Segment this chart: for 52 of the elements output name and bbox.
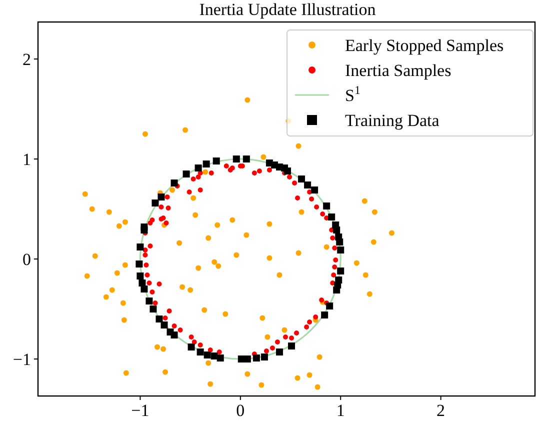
point bbox=[326, 302, 334, 310]
point bbox=[188, 344, 195, 350]
point bbox=[276, 348, 283, 356]
point bbox=[170, 180, 178, 186]
legend-label: Early Stopped Samples bbox=[345, 36, 504, 55]
chart-title: Inertia Update Illustration bbox=[199, 0, 376, 19]
legend-label: Inertia Samples bbox=[345, 61, 452, 80]
x-tick-label: 1 bbox=[336, 401, 345, 420]
legend-label: Training Data bbox=[345, 111, 440, 130]
point bbox=[260, 354, 268, 360]
point bbox=[284, 168, 291, 174]
point bbox=[323, 202, 330, 210]
x-tick-label: 0 bbox=[236, 401, 245, 420]
point bbox=[337, 246, 344, 254]
point bbox=[146, 298, 153, 304]
point bbox=[136, 244, 144, 250]
point bbox=[242, 156, 250, 162]
y-tick-label: 1 bbox=[22, 150, 31, 169]
point bbox=[238, 356, 245, 362]
point bbox=[140, 224, 148, 230]
point bbox=[150, 306, 157, 312]
point bbox=[298, 176, 306, 182]
y-tick-label: 2 bbox=[22, 50, 31, 69]
point bbox=[337, 268, 344, 274]
point bbox=[321, 312, 328, 318]
point bbox=[204, 352, 211, 358]
y-tick-label: 0 bbox=[22, 250, 31, 269]
point bbox=[210, 352, 218, 360]
point bbox=[194, 164, 202, 172]
point bbox=[166, 328, 174, 336]
point bbox=[160, 322, 168, 328]
x-tick-label: 2 bbox=[436, 401, 446, 420]
point bbox=[158, 194, 165, 200]
point bbox=[152, 200, 159, 206]
point bbox=[136, 272, 144, 280]
point bbox=[136, 260, 143, 268]
point bbox=[232, 156, 240, 162]
point bbox=[336, 238, 344, 246]
point bbox=[288, 342, 296, 350]
point bbox=[304, 182, 312, 188]
y-tick-label: −1 bbox=[12, 350, 31, 369]
x-tick-label: −1 bbox=[131, 401, 150, 420]
point bbox=[196, 348, 204, 356]
point bbox=[156, 316, 163, 322]
point bbox=[212, 158, 220, 164]
point bbox=[328, 214, 336, 220]
point bbox=[252, 354, 260, 362]
point bbox=[333, 286, 340, 294]
annotation: S$^{1}$ bbox=[345, 83, 360, 105]
point bbox=[182, 170, 190, 178]
point bbox=[202, 160, 210, 168]
point bbox=[311, 186, 318, 194]
